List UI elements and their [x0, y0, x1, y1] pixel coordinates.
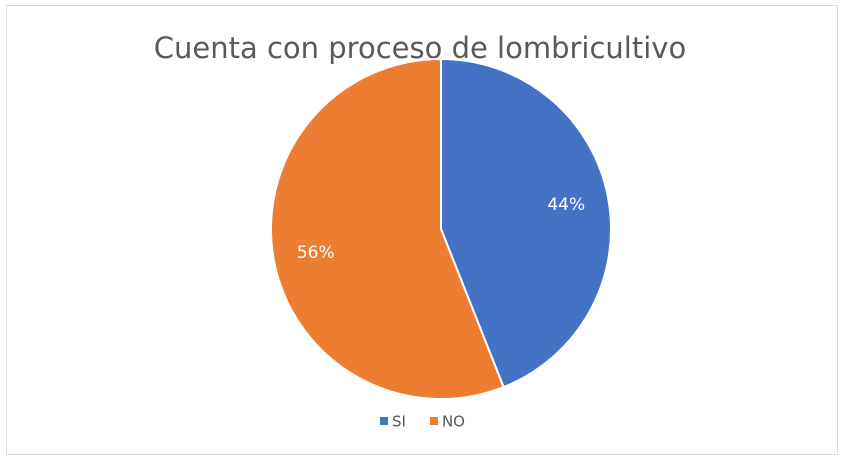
data-label: 56%	[297, 243, 335, 263]
legend-label: NO	[442, 413, 465, 431]
pie-slice	[440, 57, 612, 389]
legend-label: SI	[392, 413, 406, 431]
pie-slice	[270, 57, 505, 400]
legend-swatch	[429, 417, 438, 425]
legend-swatch	[380, 417, 388, 425]
data-label: 44%	[547, 195, 585, 215]
